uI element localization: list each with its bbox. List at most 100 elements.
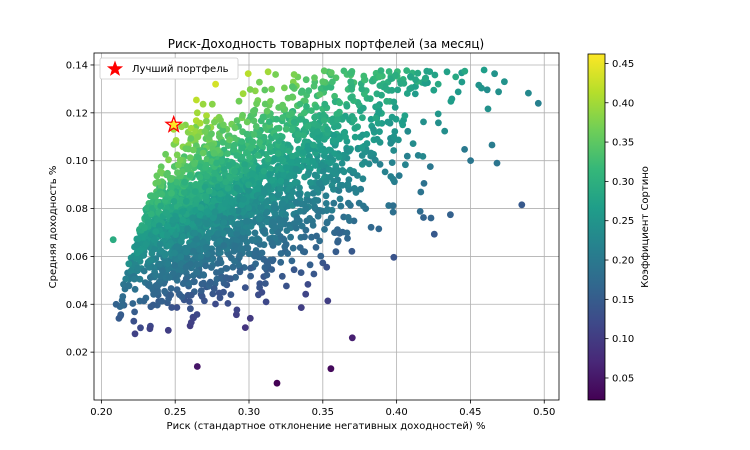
scatter-point — [228, 197, 236, 204]
scatter-point — [262, 198, 270, 206]
scatter-point — [163, 231, 171, 239]
scatter-point — [390, 147, 398, 154]
scatter-point — [234, 207, 242, 215]
scatter-point — [208, 264, 215, 271]
scatter-point — [157, 168, 164, 175]
scatter-point — [173, 243, 181, 250]
scatter-point — [261, 100, 269, 108]
scatter-point — [169, 216, 177, 224]
scatter-point — [168, 189, 175, 197]
scatter-point — [168, 183, 175, 191]
scatter-point — [255, 236, 263, 244]
scatter-point — [338, 115, 346, 123]
scatter-point — [326, 173, 334, 181]
scatter-point — [322, 200, 330, 207]
scatter-point — [345, 199, 352, 207]
scatter-point — [247, 264, 255, 272]
scatter-point — [320, 67, 328, 75]
scatter-point — [296, 191, 303, 199]
y-tick-label: 0.10 — [66, 156, 88, 167]
scatter-point — [241, 284, 249, 291]
scatter-point — [344, 214, 352, 221]
scatter-point — [216, 175, 224, 182]
scatter-point — [334, 237, 342, 245]
scatter-point — [388, 159, 396, 167]
scatter-point — [136, 275, 144, 283]
scatter-point — [268, 177, 276, 184]
scatter-point — [184, 225, 192, 233]
scatter-point — [173, 151, 181, 159]
scatter-point — [236, 252, 244, 259]
scatter-point — [213, 269, 220, 276]
scatter-point — [447, 97, 455, 105]
scatter-point — [262, 298, 270, 306]
scatter-point — [336, 230, 343, 237]
scatter-point — [190, 247, 197, 255]
scatter-point — [211, 169, 218, 177]
scatter-point — [150, 290, 158, 298]
scatter-point — [411, 90, 419, 98]
scatter-point — [247, 272, 255, 280]
scatter-point — [202, 262, 210, 270]
scatter-point — [193, 96, 200, 104]
scatter-point — [117, 311, 125, 319]
scatter-point — [347, 94, 355, 102]
legend: Лучший портфель — [99, 57, 239, 80]
scatter-point — [332, 248, 340, 256]
colorbar-label: Коэффициент Сортино — [640, 166, 651, 288]
scatter-point — [153, 281, 161, 289]
scatter-point — [154, 178, 162, 186]
scatter-point — [172, 178, 180, 186]
scatter-point — [370, 126, 377, 134]
scatter-point — [191, 229, 199, 237]
scatter-point — [261, 86, 269, 94]
scatter-point — [220, 219, 228, 226]
scatter-point — [296, 116, 304, 123]
scatter-point — [420, 180, 428, 187]
scatter-point — [193, 260, 201, 268]
scatter-point — [326, 159, 334, 167]
scatter-point — [255, 215, 263, 223]
scatter-point — [335, 153, 343, 161]
scatter-point — [355, 199, 363, 207]
scatter-point — [229, 263, 237, 271]
scatter-point — [109, 236, 117, 244]
scatter-point — [318, 161, 325, 169]
scatter-point — [329, 137, 337, 144]
scatter-point — [407, 73, 414, 80]
scatter-point — [376, 161, 384, 168]
scatter-point — [351, 124, 359, 132]
scatter-point — [191, 278, 198, 286]
scatter-point — [376, 128, 383, 136]
scatter-point — [158, 190, 166, 198]
scatter-point — [491, 70, 498, 78]
scatter-point — [270, 155, 278, 162]
scatter-point — [447, 211, 454, 219]
scatter-point — [179, 233, 187, 240]
scatter-point — [142, 240, 150, 248]
scatter-point — [319, 78, 327, 86]
scatter-point — [309, 158, 317, 165]
scatter-point — [174, 161, 182, 169]
scatter-point — [403, 90, 411, 97]
scatter-point — [221, 200, 229, 207]
scatter-point — [242, 166, 250, 174]
scatter-point — [216, 190, 224, 198]
x-axis-ticks: 0.20 0.25 0.30 0.35 0.40 0.45 0.50 — [90, 400, 555, 418]
scatter-point — [249, 138, 257, 146]
scatter-point — [298, 87, 306, 95]
scatter-point — [300, 131, 308, 139]
scatter-point — [458, 78, 466, 86]
y-tick-label: 0.02 — [66, 348, 88, 359]
scatter-point — [196, 119, 204, 127]
scatter-point — [157, 202, 165, 210]
scatter-point — [229, 207, 237, 215]
scatter-point — [333, 116, 341, 124]
colorbar-ticks: 0.05 0.10 0.15 0.20 0.25 0.30 0.35 0.40 0.45 — [605, 59, 634, 384]
scatter-point — [263, 208, 271, 216]
scatter-point — [402, 161, 409, 169]
scatter-point — [247, 223, 255, 230]
scatter-point — [375, 108, 382, 115]
scatter-point — [208, 100, 216, 108]
scatter-point — [421, 75, 429, 82]
